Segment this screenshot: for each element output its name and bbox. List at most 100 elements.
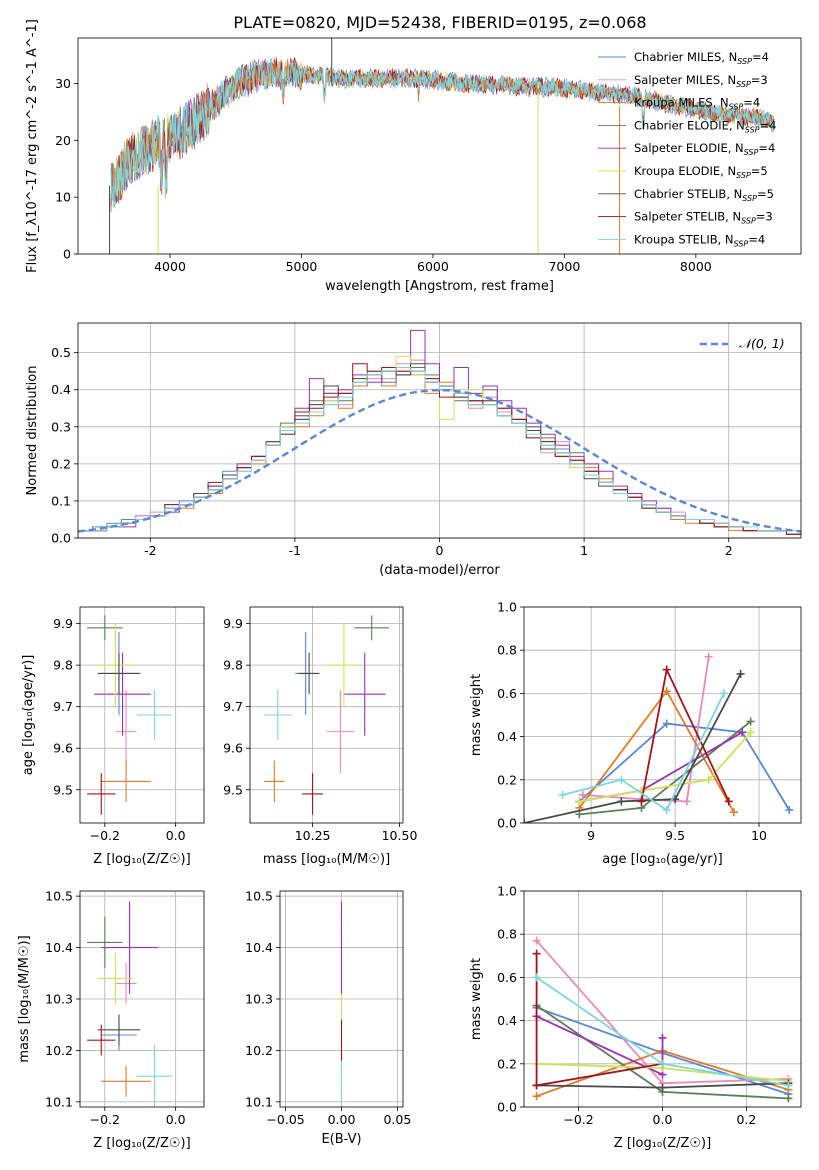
x-tick-label: 0 <box>436 543 444 558</box>
y-tick-label: 0.4 <box>51 382 71 397</box>
x-axis-label: Z [log₁₀(Z/Z☉)] <box>614 1136 711 1151</box>
legend-label-subscript: SSP <box>745 125 760 134</box>
errorbar-point <box>97 1014 141 1046</box>
errorbar-point <box>87 1024 116 1056</box>
legend-label-text: Kroupa STELIB, N <box>634 232 734 246</box>
weight-marker <box>662 665 671 674</box>
legend-label-value: =4 <box>758 141 775 155</box>
figure-title: PLATE=0820, MJD=52438, FIBERID=0195, z=0… <box>233 13 646 32</box>
y-tick-label: 9.6 <box>223 741 243 756</box>
plot-area <box>87 615 173 815</box>
y-tick-label: 0.4 <box>497 729 517 744</box>
legend-label: Salpeter MILES, NSSP=3 <box>634 73 768 89</box>
axes-border <box>77 37 802 255</box>
x-tick-label: −0.05 <box>266 1112 304 1127</box>
axes-frame: -2 -1 0 1 2 0.0 0.1 0.2 0.3 0.4 0.5 (data-model)/er… <box>25 322 802 578</box>
weight-marker <box>738 728 747 737</box>
y-tick-label: 9.9 <box>223 616 243 631</box>
errorbar-point <box>354 615 390 641</box>
plot-area <box>524 652 794 823</box>
x-tick-label: 1 <box>580 543 588 558</box>
x-tick-label: -1 <box>289 543 301 558</box>
y-tick-label: 0.0 <box>51 531 71 546</box>
y-tick-label: 0 <box>63 247 71 262</box>
weight-marker <box>617 797 626 806</box>
weight-marker <box>575 797 584 806</box>
plot-area <box>532 936 793 1103</box>
weight-marker <box>578 790 587 799</box>
x-tick-label: 10 <box>751 828 767 843</box>
axes-frame: −0.05 0.00 0.05 10.1 10.2 10.3 10.4 10.5 E(B-V) <box>245 889 411 1147</box>
y-tick-label: 10.1 <box>45 1094 73 1109</box>
y-tick-label: 0.2 <box>497 1056 517 1071</box>
errorbar-point <box>326 623 362 707</box>
errorbar-point <box>94 652 151 736</box>
x-tick-label: 7000 <box>548 259 580 274</box>
weight-vs-age-panel: 9 9.5 10 0.0 0.2 0.4 0.6 0.8 1.0 age [log₁₀(age/y… <box>469 600 802 867</box>
weight-marker <box>532 973 541 982</box>
axes-frame: 9 9.5 10 0.0 0.2 0.4 0.6 0.8 1.0 age [log₁₀(age/y… <box>469 600 802 867</box>
weight-series-line <box>578 722 790 811</box>
y-tick-label: 1.0 <box>497 884 517 899</box>
grid <box>80 607 204 823</box>
x-tick-label: −0.2 <box>90 1112 120 1127</box>
legend-label-subscript: SSP <box>744 148 759 157</box>
y-tick-label: 9.5 <box>223 782 243 797</box>
weight-marker <box>719 689 728 698</box>
x-tick-label: 0.0 <box>166 1112 186 1127</box>
mass-vs-metallicity-panel: −0.2 0.0 10.1 10.2 10.3 10.4 10.5 Z [log₁₀(Z/Z☉… <box>17 889 205 1151</box>
weight-marker <box>532 1092 541 1101</box>
x-axis-label: Z [log₁₀(Z/Z☉)] <box>93 852 190 867</box>
y-axis-label: Flux [f_λ10^-17 erg cm^-2 s^-1 A^-1] <box>25 19 40 273</box>
x-tick-label: 0.0 <box>166 828 186 843</box>
errorbar-point <box>87 916 123 969</box>
y-tick-label: 0.5 <box>51 345 71 360</box>
y-tick-label: 0.0 <box>497 1100 517 1115</box>
legend-label: Kroupa STELIB, NSSP=4 <box>634 232 765 248</box>
y-tick-label: 10.5 <box>245 889 273 904</box>
legend-label: Chabrier ELODIE, NSSP=4 <box>634 118 776 134</box>
legend-label-value: =4 <box>743 96 760 110</box>
y-axis-label: mass weight <box>469 958 484 1040</box>
plot-area <box>263 615 390 815</box>
axes-border <box>523 606 802 824</box>
weight-marker <box>736 669 745 678</box>
weight-marker <box>784 1094 793 1103</box>
weight-marker <box>617 775 626 784</box>
weight-series-line <box>562 693 725 812</box>
errorbar-point <box>343 652 386 736</box>
weight-marker <box>658 1083 667 1092</box>
errorbar-point <box>263 760 285 803</box>
x-tick-label: -2 <box>144 543 156 558</box>
legend-label: Salpeter STELIB, NSSP=3 <box>634 210 773 226</box>
y-tick-label: 9.6 <box>53 741 73 756</box>
y-tick-label: 0.2 <box>497 772 517 787</box>
weight-marker <box>637 797 646 806</box>
weight-marker <box>746 717 755 726</box>
weight-vs-metallicity-panel: −0.2 0.0 0.2 0.0 0.2 0.4 0.6 0.8 1.0 Z [log₁₀(Z/Z… <box>469 884 802 1151</box>
legend-label: Kroupa ELODIE, NSSP=5 <box>634 164 768 180</box>
legend-label-text: Salpeter STELIB, N <box>634 210 741 224</box>
axes-frame: −0.2 0.0 9.5 9.6 9.7 9.8 9.9 Z [log₁₀(Z/Z☉)] age… <box>21 606 205 867</box>
residuals-panel: -2 -1 0 1 2 0.0 0.1 0.2 0.3 0.4 0.5 (data-model)/er… <box>25 322 802 578</box>
legend-label-value: =4 <box>748 232 765 246</box>
y-tick-label: 10.3 <box>45 992 73 1007</box>
errorbar-point <box>115 690 137 774</box>
weight-series-line <box>579 731 752 803</box>
x-tick-label: −0.2 <box>563 1112 593 1127</box>
legend-label-subscript: SSP <box>734 239 749 248</box>
y-tick-label: 10.2 <box>245 1043 273 1058</box>
axes-frame: 10.25 10.50 9.5 9.6 9.7 9.8 9.9 mass [log₁₀(M/M… <box>223 606 417 867</box>
errorbar-point <box>136 1045 173 1107</box>
y-tick-label: 10 <box>55 190 71 205</box>
y-tick-label: 9.9 <box>53 616 73 631</box>
errorbar-point <box>101 901 158 994</box>
legend-label: 𝒩(0, 1) <box>739 336 785 351</box>
y-axis-label: mass [log₁₀(M/M☉)] <box>17 935 32 1062</box>
mass-vs-extinction-panel: −0.05 0.00 0.05 10.1 10.2 10.3 10.4 10.5 E(B-V) <box>245 889 411 1147</box>
plot-area <box>109 38 775 254</box>
y-tick-label: 9.8 <box>53 658 73 673</box>
errorbar-point <box>87 773 116 815</box>
errorbar-point <box>101 1065 151 1097</box>
